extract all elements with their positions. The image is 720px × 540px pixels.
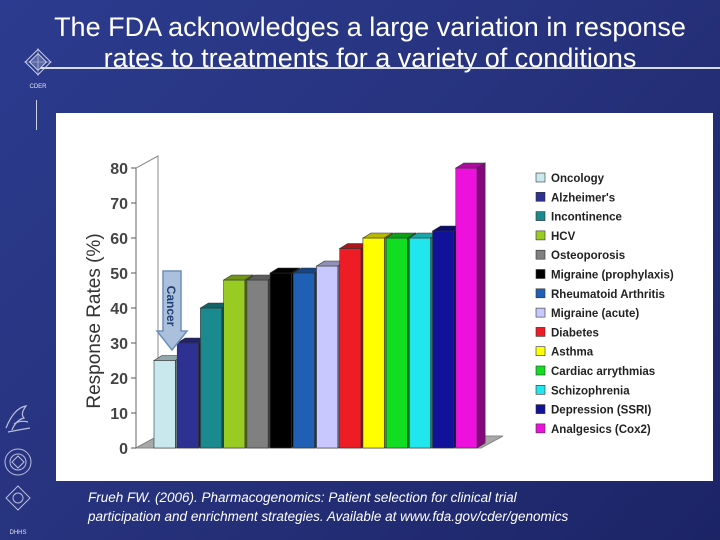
y-tick-label: 60 bbox=[110, 231, 128, 248]
seal-icon bbox=[4, 448, 32, 476]
hhs-logos: DHHS bbox=[4, 405, 32, 536]
legend-item: Asthma bbox=[535, 346, 594, 359]
bar-front bbox=[432, 230, 455, 449]
legend-item: Cardiac arrythmias bbox=[535, 365, 655, 378]
legend-item: Rheumatoid Arthritis bbox=[535, 288, 665, 301]
cder-logo: CDER bbox=[24, 48, 52, 90]
legend-swatch bbox=[535, 172, 546, 183]
y-tick-label: 80 bbox=[110, 161, 128, 178]
nih-seal-icon bbox=[5, 485, 31, 511]
slide-title-line-2: rates to treatments for a variety of con… bbox=[103, 43, 637, 73]
legend-label: Schizophrenia bbox=[551, 385, 630, 397]
legend-swatch bbox=[535, 192, 546, 202]
bar bbox=[454, 162, 487, 449]
bar-front bbox=[292, 272, 315, 449]
title-underline bbox=[40, 67, 720, 69]
legend-label: Migraine (prophylaxis) bbox=[551, 270, 674, 282]
slide-title: The FDA acknowledges a large variation i… bbox=[20, 12, 720, 74]
bar-front bbox=[455, 167, 478, 449]
y-tick-label: 70 bbox=[110, 196, 128, 213]
citation: Frueh FW. (2006). Pharmacogenomics: Pati… bbox=[88, 488, 718, 526]
legend-swatch bbox=[535, 423, 546, 434]
legend-swatch bbox=[535, 269, 546, 279]
legend-item: Osteoporosis bbox=[535, 249, 625, 262]
legend-label: Rheumatoid Arthritis bbox=[551, 289, 665, 301]
legend-item: Migraine (acute) bbox=[535, 307, 639, 320]
y-tick-label: 10 bbox=[110, 406, 128, 423]
bar-front bbox=[200, 307, 223, 449]
legend-label: Alzheimer's bbox=[551, 192, 615, 204]
bar-front bbox=[153, 360, 176, 449]
legend-label: Osteoporosis bbox=[551, 250, 625, 262]
legend-swatch bbox=[535, 346, 546, 356]
legend-swatch bbox=[535, 288, 546, 299]
citation-line-1: Frueh FW. (2006). Pharmacogenomics: Pati… bbox=[88, 490, 517, 505]
hhs-eagle-icon bbox=[5, 405, 31, 433]
y-tick-label: 50 bbox=[110, 266, 128, 283]
cancer-arrow: Cancer bbox=[155, 270, 189, 352]
bar-front bbox=[176, 342, 199, 449]
slide-title-line-1: The FDA acknowledges a large variation i… bbox=[54, 12, 686, 42]
citation-line-2: participation and enrichment strategies.… bbox=[88, 509, 569, 524]
legend-item: HCV bbox=[535, 230, 576, 243]
legend-label: Analgesics (Cox2) bbox=[551, 424, 651, 436]
bar-front bbox=[246, 279, 269, 449]
legend-item: Migraine (prophylaxis) bbox=[535, 269, 674, 282]
legend-swatch bbox=[535, 365, 546, 376]
legend-swatch bbox=[535, 384, 546, 395]
legend-swatch bbox=[535, 307, 546, 318]
bar-front bbox=[362, 237, 385, 449]
legend-swatch bbox=[535, 249, 546, 260]
legend-swatch bbox=[535, 327, 546, 337]
bar-front bbox=[269, 272, 292, 449]
legend-swatch bbox=[535, 211, 546, 221]
bar-front bbox=[409, 237, 432, 449]
bar-side bbox=[476, 162, 486, 449]
bar-front bbox=[385, 237, 408, 449]
side-divider bbox=[36, 100, 37, 130]
y-axis-label: Response Rates (%) bbox=[84, 233, 105, 408]
legend-item: Diabetes bbox=[535, 327, 599, 339]
y-tick-label: 30 bbox=[110, 336, 128, 353]
response-rate-chart: 0 10 20 30 40 50 60 70 80 Oncology Alzheimer's Inc… bbox=[84, 155, 674, 458]
legend-label: Oncology bbox=[551, 173, 605, 185]
chart-panel: 0 10 20 30 40 50 60 70 80 Oncology Alzheimer's Inc… bbox=[56, 113, 713, 481]
legend-item: Oncology bbox=[535, 172, 605, 185]
bar-front bbox=[316, 265, 339, 449]
legend-item: Incontinence bbox=[535, 211, 622, 224]
legend-item: Depression (SSRI) bbox=[535, 404, 651, 417]
legend-label: Asthma bbox=[551, 347, 594, 359]
legend-item: Analgesics (Cox2) bbox=[535, 423, 651, 436]
dhhs-logo-text: DHHS bbox=[9, 530, 26, 536]
y-tick-label: 0 bbox=[119, 441, 128, 458]
bar-front bbox=[223, 279, 246, 449]
legend-label: Migraine (acute) bbox=[551, 308, 639, 320]
y-tick-label: 40 bbox=[110, 301, 128, 318]
legend-item: Schizophrenia bbox=[535, 384, 630, 397]
legend-item: Alzheimer's bbox=[535, 192, 615, 204]
legend-label: Diabetes bbox=[551, 327, 599, 339]
cder-logo-text: CDER bbox=[29, 84, 47, 90]
y-tick-label: 20 bbox=[110, 371, 128, 388]
cancer-arrow-label: Cancer bbox=[164, 286, 178, 327]
legend-swatch bbox=[535, 404, 546, 414]
legend-swatch bbox=[535, 230, 546, 241]
legend-label: Depression (SSRI) bbox=[551, 405, 651, 417]
legend-label: HCV bbox=[551, 231, 576, 243]
bar-front bbox=[339, 248, 362, 449]
legend-label: Incontinence bbox=[551, 212, 622, 224]
legend-label: Cardiac arrythmias bbox=[551, 366, 655, 378]
